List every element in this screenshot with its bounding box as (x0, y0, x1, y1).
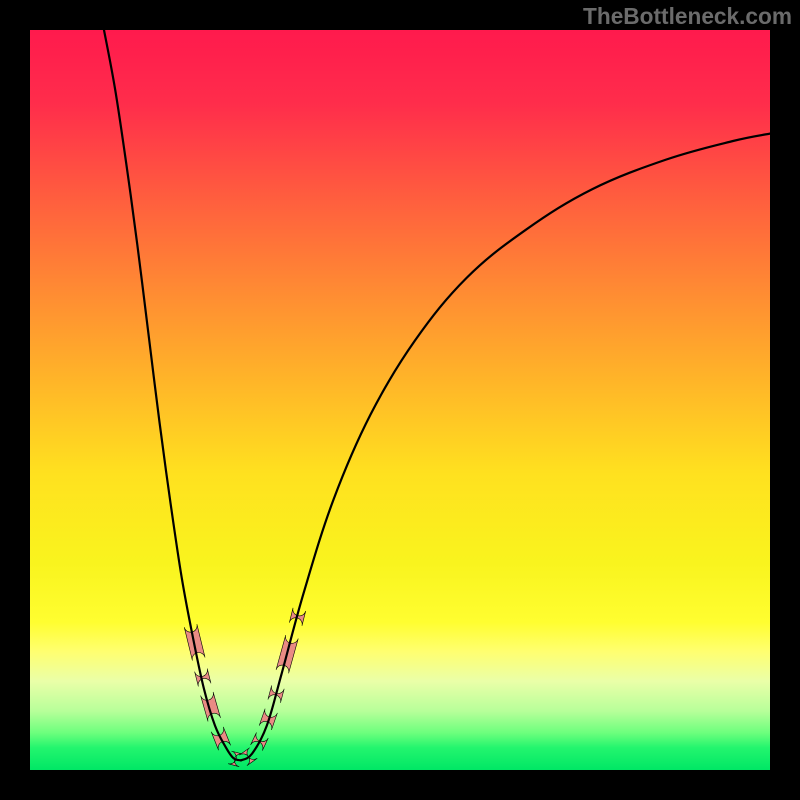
data-marker (201, 692, 221, 721)
bottleneck-chart: TheBottleneck.com (0, 0, 800, 800)
curve-right (241, 134, 770, 761)
curve-left (104, 30, 241, 760)
curve-layer (30, 30, 770, 770)
watermark-text: TheBottleneck.com (583, 3, 792, 30)
plot-area (30, 30, 770, 770)
